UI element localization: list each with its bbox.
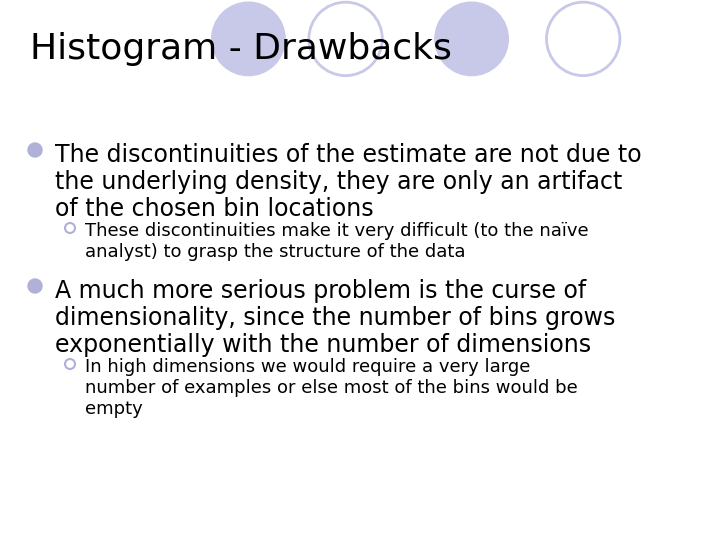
- Circle shape: [28, 143, 42, 157]
- Circle shape: [309, 2, 382, 76]
- Circle shape: [28, 279, 42, 293]
- Circle shape: [435, 2, 508, 76]
- Text: empty: empty: [85, 400, 143, 418]
- Circle shape: [212, 2, 285, 76]
- Text: of the chosen bin locations: of the chosen bin locations: [55, 197, 374, 221]
- Text: A much more serious problem is the curse of: A much more serious problem is the curse…: [55, 279, 586, 303]
- Text: In high dimensions we would require a very large: In high dimensions we would require a ve…: [85, 358, 531, 376]
- Text: dimensionality, since the number of bins grows: dimensionality, since the number of bins…: [55, 306, 616, 330]
- Circle shape: [546, 2, 620, 76]
- Text: analyst) to grasp the structure of the data: analyst) to grasp the structure of the d…: [85, 243, 466, 261]
- Text: Histogram - Drawbacks: Histogram - Drawbacks: [30, 32, 452, 65]
- Text: the underlying density, they are only an artifact: the underlying density, they are only an…: [55, 170, 622, 194]
- Circle shape: [65, 223, 75, 233]
- Text: exponentially with the number of dimensions: exponentially with the number of dimensi…: [55, 333, 591, 357]
- Circle shape: [65, 359, 75, 369]
- Text: number of examples or else most of the bins would be: number of examples or else most of the b…: [85, 379, 577, 397]
- Text: These discontinuities make it very difficult (to the naïve: These discontinuities make it very diffi…: [85, 222, 589, 240]
- Text: The discontinuities of the estimate are not due to: The discontinuities of the estimate are …: [55, 143, 642, 167]
